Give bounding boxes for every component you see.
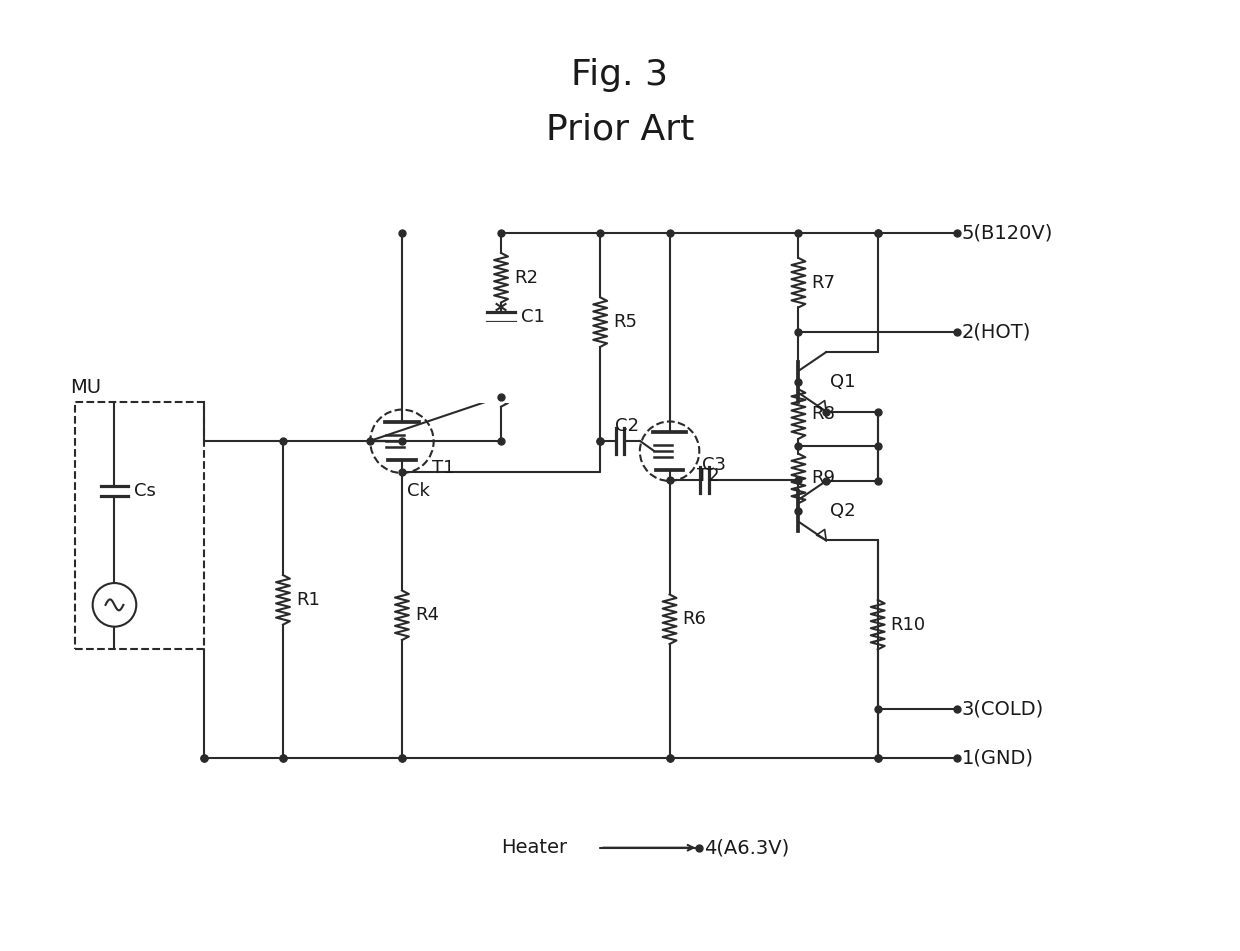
Text: C1: C1 bbox=[521, 308, 544, 326]
Text: R9: R9 bbox=[811, 470, 836, 488]
Text: R3: R3 bbox=[513, 373, 538, 391]
Text: C2: C2 bbox=[615, 417, 639, 435]
Text: R3: R3 bbox=[513, 353, 538, 371]
Text: Cs: Cs bbox=[134, 482, 156, 500]
Text: 4(A6.3V): 4(A6.3V) bbox=[704, 838, 790, 857]
Text: T1: T1 bbox=[432, 459, 454, 477]
Text: C3: C3 bbox=[702, 456, 727, 475]
Text: 3(COLD): 3(COLD) bbox=[962, 699, 1044, 718]
Text: Q2: Q2 bbox=[830, 502, 856, 519]
Text: R5: R5 bbox=[613, 313, 637, 331]
Text: 2(HOT): 2(HOT) bbox=[962, 322, 1032, 341]
Text: MU: MU bbox=[69, 378, 100, 397]
Text: 5(B120V): 5(B120V) bbox=[962, 223, 1053, 243]
Text: R1: R1 bbox=[296, 591, 320, 609]
Text: 1(GND): 1(GND) bbox=[962, 749, 1034, 768]
Text: R8: R8 bbox=[811, 405, 836, 423]
Text: Ck: Ck bbox=[407, 482, 430, 500]
Text: R2: R2 bbox=[513, 269, 538, 287]
Text: Heater: Heater bbox=[501, 838, 567, 857]
Text: Prior Art: Prior Art bbox=[546, 112, 694, 146]
Text: Fig. 3: Fig. 3 bbox=[572, 58, 668, 91]
Text: R4: R4 bbox=[415, 607, 439, 624]
Text: Q1: Q1 bbox=[830, 373, 856, 391]
Text: T2: T2 bbox=[697, 467, 720, 485]
Text: R7: R7 bbox=[811, 274, 836, 292]
Text: R6: R6 bbox=[682, 611, 707, 629]
Text: R10: R10 bbox=[890, 615, 926, 633]
